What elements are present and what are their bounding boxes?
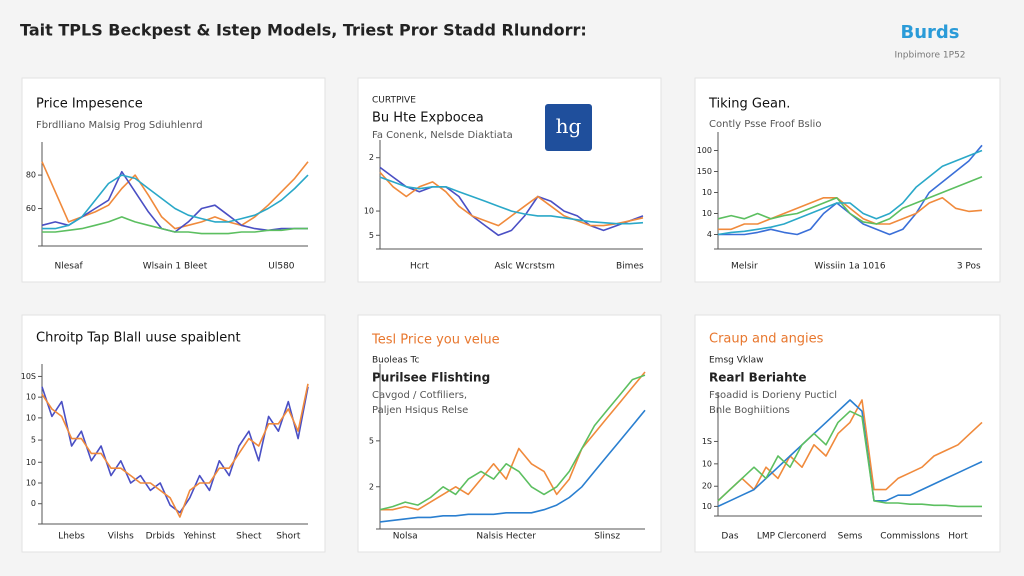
x-tick-label: Aslc Wcrstsm [494,262,554,272]
x-tick-label: Das [721,532,738,542]
chart-kicker: Emsg Vklaw [709,356,763,366]
chart-title: Chroitp Tap Blall uuse spaiblent [36,331,241,346]
x-tick-label: Drbids [146,532,176,542]
y-tick-label: 10S [21,372,36,381]
series-line [41,383,309,518]
y-tick-label: 10 [26,479,36,488]
y-tick-label: 10 [26,413,36,422]
series-line [379,409,646,523]
chart-notes: Paljen Hsiqus Relse [372,405,468,416]
chart-title: Tesl Price you velue [371,333,500,348]
chart-subtitle: Fa Conenk, Nelsde Diaktiata [372,130,513,141]
chart-card [357,314,662,553]
x-tick-label: Sems [838,532,863,542]
y-tick-label: 10 [702,459,712,468]
chart-subtitle: Contly Psse Froof Bslio [709,119,821,130]
y-tick-label: 100 [697,146,712,155]
y-tick-label: 10 [364,207,374,216]
x-tick-label: Slinsz [594,532,620,542]
y-tick-label: 80 [26,171,36,180]
y-tick-label: 1S [702,437,712,446]
chart-kicker: CURTPIVE [372,96,416,106]
series-line [42,216,308,235]
y-tick-label: 20 [702,482,712,491]
x-tick-label: Lhebs [58,532,85,542]
chart-notes: Fsoadid is Dorieny Pucticl [709,390,837,401]
x-tick-label: Commisslons [880,532,940,542]
x-tick-label: Vilshs [108,532,134,542]
x-tick-label: Wissiin 1a 1016 [814,262,885,272]
chart-heading: Purilsee Flishting [372,371,490,385]
chart-heading: Rearl Beriahte [709,371,807,385]
series-line [717,176,983,225]
y-tick-label: 150 [697,167,712,176]
y-tick-label: 5 [369,231,374,240]
y-tick-label: 5 [369,436,374,445]
chart-title: Bu Hte Expbocea [372,111,484,126]
chart-subtitle: Fbrdlliano Malsig Prog Sdiuhlenrd [36,120,203,131]
y-tick-label: 10 [702,188,712,197]
x-tick-label: Hort [948,532,968,542]
x-tick-label: Shect [236,532,262,542]
y-tick-label: 2 [369,482,374,491]
x-tick-label: Hcrt [410,262,429,272]
logo-subtitle: Inpbimore 1P52 [894,51,965,61]
series-line [379,176,644,225]
badge-label: hg [556,114,582,138]
series-line [379,374,646,511]
chart-notes: Cavgod / Cotfiliers, [372,390,467,401]
y-tick-label: 10 [702,502,712,511]
x-tick-label: Clerconerd [778,532,827,542]
y-tick-label: 60 [26,204,36,213]
chart-notes: Bnle Boghiitions [709,405,790,416]
series-line [42,174,309,230]
chart-title: Price Impesence [36,97,143,112]
x-tick-label: Nalsis Hecter [476,532,536,542]
chart-card [694,314,1001,553]
y-tick-label: 5 [31,436,36,445]
series-line [717,149,983,236]
chart-card [357,77,662,283]
x-tick-label: Melsir [731,262,758,272]
y-tick-label: 2 [369,153,374,162]
x-tick-label: Ul580 [268,262,295,272]
badge [545,104,592,151]
y-tick-label: 4 [707,230,712,239]
chart-title: Tiking Gean. [708,97,790,112]
y-tick-label: 10 [702,209,712,218]
series-line [379,171,644,227]
y-tick-label: 10 [26,458,36,467]
logo: Burds [900,22,959,43]
series-line [717,410,982,508]
series-line [718,197,983,231]
x-tick-label: Wlsain 1 Bleet [143,262,208,272]
x-tick-label: 3 Pos [957,262,981,272]
x-tick-label: Bimes [616,262,644,272]
chart-card [694,77,1001,283]
series-line [41,161,309,230]
series-line [379,166,644,237]
chart-card [21,314,326,553]
x-tick-label: Nlesaf [55,262,84,272]
series-line [380,371,646,511]
page-title: Tait TPLS Beckpest & Istep Models, Tries… [20,21,587,40]
chart-kicker: Buoleas Tc [372,356,419,366]
series-line [717,399,983,508]
chart-title: Craup and angies [709,332,824,347]
chart-card [21,77,326,283]
x-tick-label: LMP [757,532,776,542]
x-tick-label: Yehinst [183,532,216,542]
x-tick-label: Nolsa [393,532,418,542]
y-tick-label: 10 [26,393,36,402]
x-tick-label: Short [276,532,301,542]
y-tick-label: 0 [31,499,36,508]
